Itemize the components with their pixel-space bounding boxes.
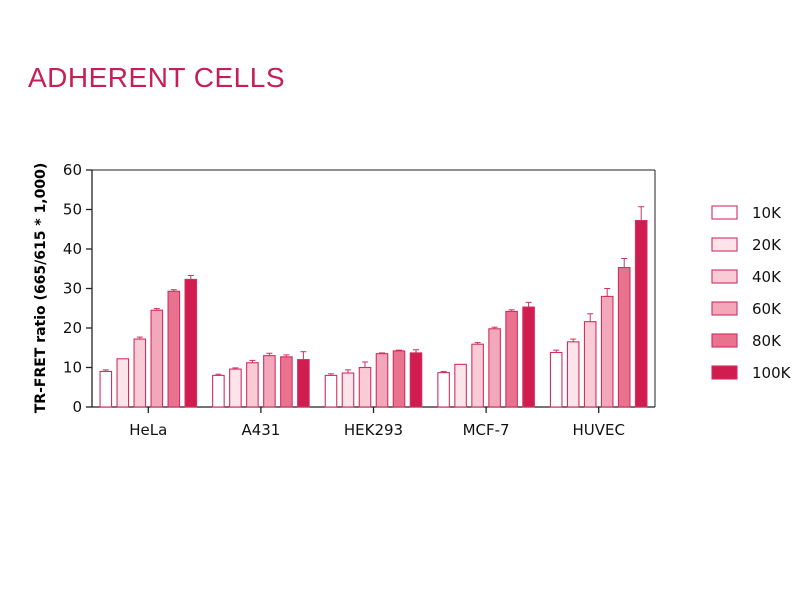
y-tick-label: 50 <box>63 201 82 219</box>
bar <box>583 321 597 408</box>
category-label: HEK293 <box>344 421 403 439</box>
page-title: ADHERENT CELLS <box>28 62 286 93</box>
legend-label: 40K <box>752 268 782 286</box>
legend-swatch <box>711 269 738 284</box>
bar <box>566 341 580 408</box>
bar <box>280 356 293 408</box>
bar <box>522 306 535 408</box>
category-label: MCF-7 <box>463 421 510 439</box>
bar <box>454 363 467 408</box>
bar <box>133 338 147 408</box>
bar <box>392 350 406 408</box>
category-label: HUVEC <box>572 421 624 439</box>
chart-axes: 0 10 20 30 40 50 60 HeLa A431 HEK293 MCF-7 HUVEC <box>63 161 656 439</box>
legend-label: 10K <box>752 204 782 222</box>
bar <box>341 372 355 408</box>
bar <box>505 310 518 408</box>
legend-label: 100K <box>752 364 792 382</box>
y-tick-label: 10 <box>63 359 82 377</box>
legend-swatch <box>711 333 738 348</box>
bar <box>600 295 614 408</box>
legend-swatch <box>711 301 738 316</box>
category-label: A431 <box>241 421 280 439</box>
y-axis-label: TR-FRET ratio (665/615 * 1,000) <box>33 163 49 414</box>
bar <box>297 359 310 408</box>
bar <box>488 328 501 408</box>
bar <box>184 278 198 408</box>
bar <box>634 220 648 408</box>
legend-swatch <box>711 237 738 252</box>
bar <box>617 267 631 408</box>
bar <box>375 353 389 408</box>
bar <box>167 290 181 408</box>
legend-swatch <box>711 365 738 380</box>
bar <box>549 351 563 408</box>
bar <box>324 374 338 408</box>
y-tick-label: 60 <box>63 161 82 179</box>
bar <box>471 343 484 408</box>
bar <box>246 362 259 408</box>
legend-label: 60K <box>752 300 782 318</box>
y-tick-label: 30 <box>63 280 82 298</box>
bar <box>99 370 113 408</box>
legend-swatch <box>711 205 738 220</box>
bar <box>358 366 372 408</box>
bar <box>263 355 276 408</box>
bar <box>116 358 130 408</box>
y-tick-label: 40 <box>63 240 82 258</box>
chart-legend: 10K 20K 40K 60K 80K 100K <box>711 204 792 382</box>
legend-label: 80K <box>752 332 782 350</box>
bar <box>229 368 242 408</box>
chart-bars <box>99 206 648 408</box>
legend-label: 20K <box>752 236 782 254</box>
y-tick-label: 20 <box>63 319 82 337</box>
y-tick-label: 0 <box>72 398 82 416</box>
bar <box>150 309 164 408</box>
bar <box>437 372 450 408</box>
bar <box>409 352 423 408</box>
bar <box>212 374 225 408</box>
category-label: HeLa <box>129 421 167 439</box>
